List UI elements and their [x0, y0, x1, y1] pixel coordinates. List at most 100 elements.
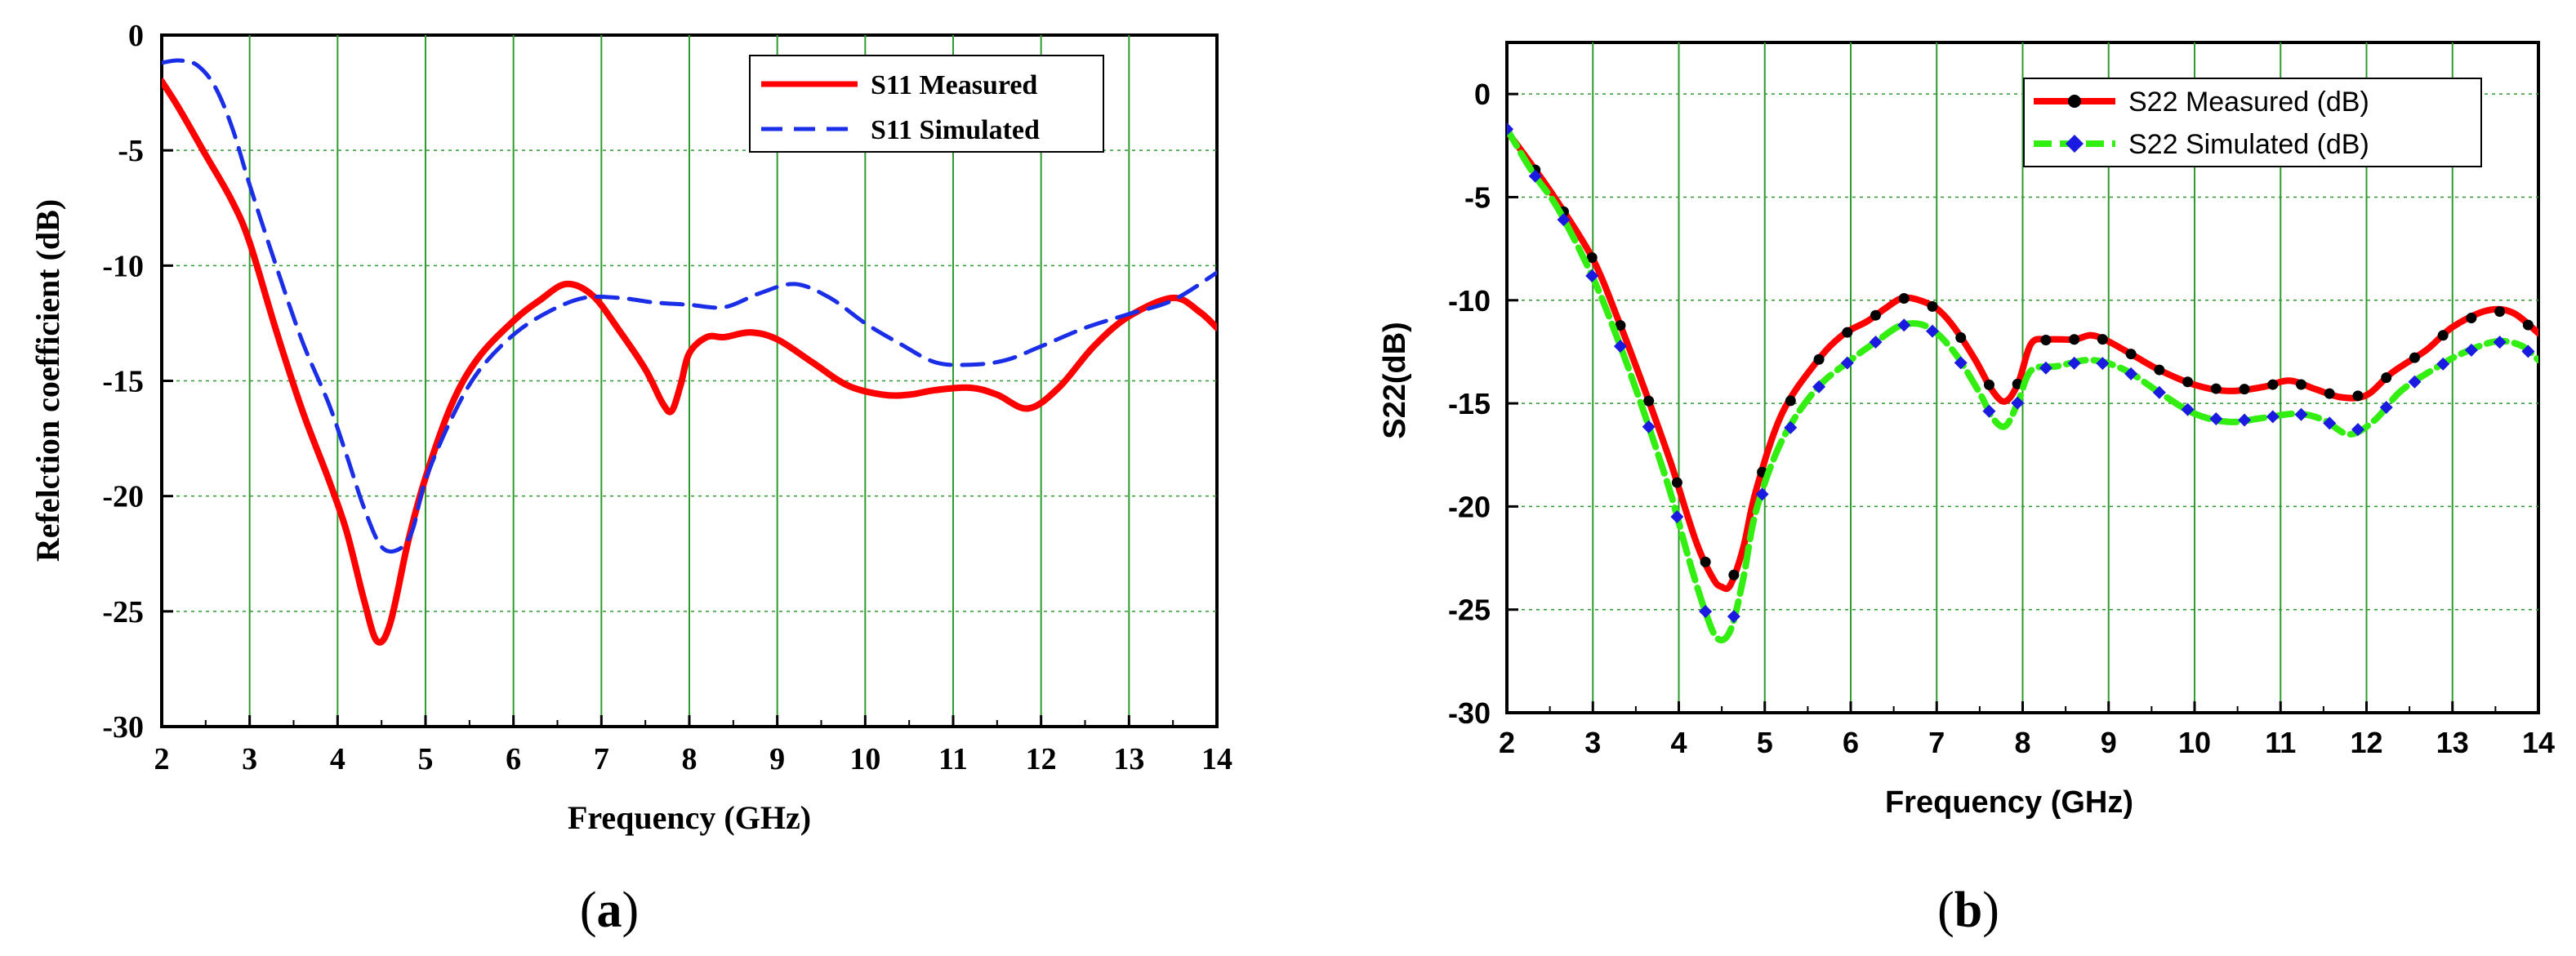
y-tick-label: -25	[102, 595, 144, 629]
data-point-marker	[2239, 384, 2250, 395]
data-point-marker	[1699, 605, 1713, 619]
legend-box-b	[2023, 78, 2482, 167]
x-tick-label: 10	[2178, 726, 2211, 759]
x-tick-label: 11	[938, 742, 968, 776]
x-tick-label: 4	[1670, 726, 1687, 759]
data-point-marker	[1925, 324, 1939, 338]
data-point-marker	[2209, 412, 2223, 426]
series-line-s22-measured-db	[1507, 127, 2538, 593]
data-point-marker	[1586, 252, 1598, 264]
legend-b: S22 Measured (dB) S22 Simulated (dB)	[2023, 78, 2482, 167]
y-tick-label: -30	[1448, 696, 1491, 730]
data-point-marker	[2409, 352, 2420, 363]
x-tick-label: 7	[594, 742, 609, 776]
legend-box-a	[749, 55, 1104, 153]
y-axis-label-a: Refelction coefficient (dB)	[29, 199, 66, 562]
x-tick-label: 12	[1026, 742, 1057, 776]
data-point-marker	[2436, 357, 2450, 371]
data-point-marker	[1785, 395, 1796, 407]
data-point-marker	[2181, 402, 2195, 416]
y-tick-label: 0	[128, 19, 144, 53]
x-tick-label: 14	[2522, 726, 2555, 759]
y-tick-label: -10	[1448, 284, 1491, 318]
data-point-marker	[2125, 349, 2137, 360]
series-line-s22-simulated-db	[1507, 126, 2538, 644]
data-point-marker	[1954, 356, 1968, 370]
x-tick-label: 3	[1584, 726, 1601, 759]
data-point-marker	[1813, 353, 1825, 365]
y-tick-label: -15	[1448, 387, 1491, 420]
x-tick-label: 8	[682, 742, 697, 776]
x-tick-label: 5	[418, 742, 434, 776]
data-point-marker	[1869, 336, 1883, 349]
caption-b: (b)	[1937, 883, 1999, 938]
x-tick-label: 6	[506, 742, 521, 776]
y-tick-label: -20	[1448, 490, 1491, 523]
legend-a: S11 Measured S11 Simulated	[749, 55, 1104, 153]
legend-label-s22-simulated: S22 Simulated (dB)	[2128, 129, 2369, 160]
x-tick-label: 13	[2436, 726, 2469, 759]
panel-b: 2 3 4 5 6 7 8 9 10 11 12 13 14 0 -5 -10 -15 -20 -25 -30 Fre…	[1378, 41, 2555, 938]
data-point-marker	[1642, 420, 1656, 434]
x-tick-label: 8	[2014, 726, 2030, 759]
data-point-marker	[2152, 385, 2166, 399]
data-point-marker	[2267, 379, 2279, 390]
data-point-marker	[1671, 477, 1682, 488]
data-point-marker	[2323, 416, 2337, 430]
series-lines-b	[1507, 122, 2538, 644]
x-tick-label: 5	[1757, 726, 1773, 759]
data-point-marker	[2351, 423, 2364, 437]
data-point-marker	[2266, 410, 2280, 424]
y-tick-label: 0	[1474, 78, 1491, 111]
y-axis-label-b: S22(dB)	[1378, 322, 1412, 439]
legend-label-s22-measured: S22 Measured (dB)	[2128, 87, 2369, 118]
data-point-marker	[1585, 269, 1599, 282]
data-point-marker	[1613, 340, 1627, 353]
data-point-marker	[2381, 372, 2392, 384]
data-point-marker	[1840, 356, 1854, 370]
data-point-marker	[2067, 356, 2081, 370]
x-axis-label-b: Frequency (GHz)	[1885, 785, 2133, 820]
data-point-marker	[2494, 306, 2506, 318]
caption-a: (a)	[580, 883, 639, 938]
x-tick-label: 12	[2350, 726, 2382, 759]
series-lines-a	[162, 58, 1217, 646]
data-point-marker	[1643, 395, 1655, 407]
data-point-marker	[2040, 335, 2052, 346]
legend-label-s11-simulated: S11 Simulated	[871, 115, 1040, 145]
x-tick-label: 2	[1499, 726, 1515, 759]
data-point-marker	[1982, 404, 1996, 418]
legend-marker-s22-measured	[2068, 95, 2081, 108]
data-point-marker	[2437, 330, 2449, 341]
x-tick-label: 3	[242, 742, 257, 776]
data-point-marker	[2379, 400, 2393, 414]
data-point-marker	[1700, 556, 1711, 567]
x-tick-label: 2	[154, 742, 170, 776]
x-axis-label-a: Frequency (GHz)	[568, 799, 811, 836]
data-point-marker	[2096, 357, 2110, 371]
data-point-marker	[2124, 367, 2138, 380]
data-point-marker	[1755, 487, 1769, 501]
data-point-marker	[2011, 396, 2025, 410]
series-line-s11-measured	[162, 78, 1217, 646]
x-tick-label: 9	[2101, 726, 2117, 759]
data-point-marker	[1557, 213, 1571, 227]
data-point-marker	[1728, 569, 1740, 580]
legend-label-s11-measured: S11 Measured	[871, 70, 1037, 100]
x-tick-label: 7	[1928, 726, 1945, 759]
y-tick-label: -30	[102, 710, 144, 745]
data-point-marker	[1898, 292, 1910, 304]
data-point-marker	[2069, 334, 2080, 345]
y-tick-label: -25	[1448, 594, 1491, 627]
data-point-marker	[2493, 336, 2507, 349]
data-point-marker	[2522, 319, 2534, 331]
data-point-marker	[1615, 320, 1626, 331]
x-tick-label: 6	[1843, 726, 1859, 759]
data-point-marker	[2464, 343, 2478, 357]
data-point-marker	[1983, 379, 1994, 390]
x-tick-label: 4	[330, 742, 345, 776]
legend-marker-s22-simulated	[2066, 135, 2084, 153]
data-point-marker	[1670, 510, 1684, 524]
y-tick-label: -20	[102, 480, 144, 514]
data-point-marker	[2294, 407, 2308, 421]
